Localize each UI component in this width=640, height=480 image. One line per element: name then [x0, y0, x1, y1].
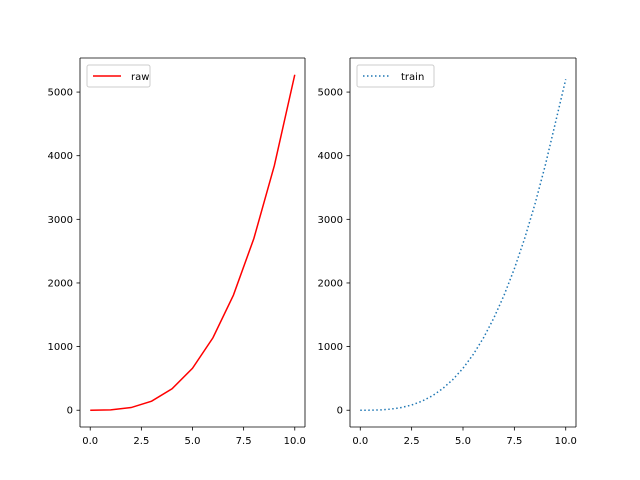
- left-xtick-label: 0.0: [82, 436, 98, 447]
- left-xtick-label: 7.5: [236, 436, 252, 447]
- right-series-train-line: [360, 79, 567, 411]
- left-xtick-label: 5.0: [185, 436, 201, 447]
- left-ytick-label: 4000: [48, 151, 73, 162]
- right-subplot: 0.0 2.5 5.0 7.5 10.0 0 1000 2000 3000 4000 5000 tra…: [318, 57, 577, 447]
- left-series-raw-line: [90, 74, 296, 411]
- left-xtick-label: 2.5: [133, 436, 149, 447]
- left-ytick-label: 1000: [48, 342, 73, 353]
- right-ytick-label: 3000: [318, 215, 343, 226]
- right-xtick-label: 2.5: [404, 436, 420, 447]
- right-xtick-label: 10.0: [555, 436, 577, 447]
- right-plot-area: [350, 58, 576, 427]
- left-subplot: 0.0 2.5 5.0 7.5 10.0 0 1000 2000 3000 4000 5000 raw: [48, 57, 306, 447]
- right-ytick-label: 5000: [318, 88, 343, 99]
- right-ytick-label: 2000: [318, 278, 343, 289]
- left-ytick-label: 0: [67, 406, 73, 417]
- right-ytick-label: 0: [337, 406, 343, 417]
- right-xtick-label: 0.0: [352, 436, 368, 447]
- right-legend-label: train: [401, 72, 424, 83]
- left-plot-area: [80, 58, 305, 427]
- right-xtick-label: 5.0: [455, 436, 471, 447]
- right-ytick-label: 1000: [318, 342, 343, 353]
- right-xtick-label: 7.5: [506, 436, 522, 447]
- right-ytick-label: 4000: [318, 151, 343, 162]
- left-ytick-label: 5000: [48, 88, 73, 99]
- left-legend-label: raw: [131, 72, 149, 83]
- right-legend-box: [356, 64, 435, 88]
- left-xtick-label: 10.0: [284, 436, 306, 447]
- left-ytick-label: 3000: [48, 215, 73, 226]
- left-ytick-label: 2000: [48, 278, 73, 289]
